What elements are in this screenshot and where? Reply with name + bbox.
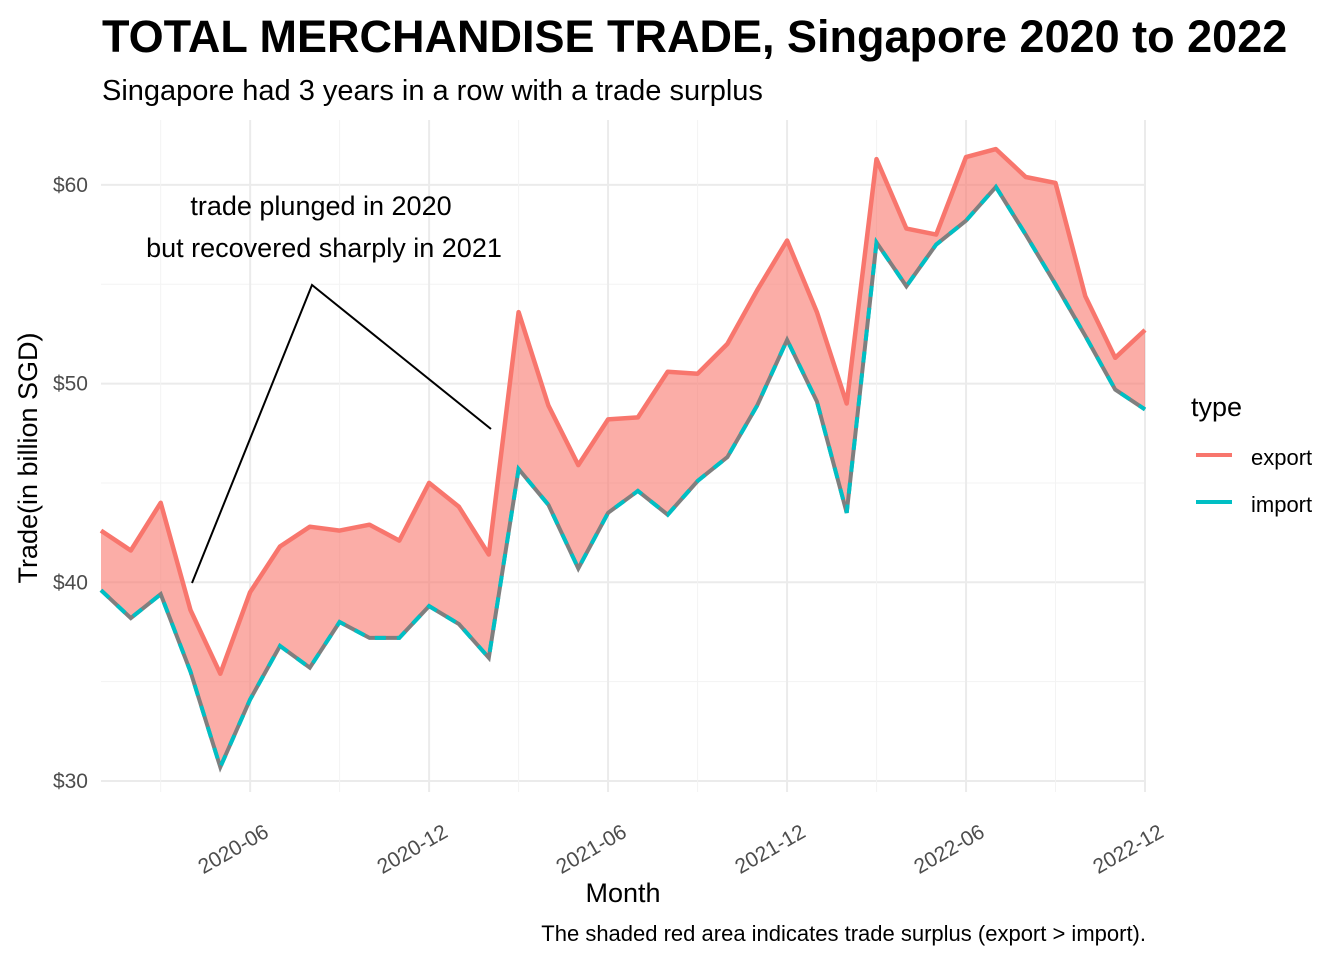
x-tick-label: 2022-12	[1089, 820, 1167, 878]
x-tick-label: 2021-06	[552, 820, 630, 878]
legend-title: type	[1191, 392, 1242, 422]
chart-caption: The shaded red area indicates trade surp…	[541, 921, 1146, 946]
y-tick-label: $50	[53, 373, 88, 396]
y-tick-label: $60	[53, 174, 88, 197]
x-tick-label: 2021-12	[731, 820, 809, 878]
y-tick-label: $40	[53, 571, 88, 594]
chart-title: TOTAL MERCHANDISE TRADE, Singapore 2020 …	[102, 11, 1287, 62]
legend-label-export: export	[1251, 445, 1312, 470]
y-axis-label: Trade(in billion SGD)	[13, 332, 43, 583]
x-axis-label: Month	[585, 878, 660, 908]
export-line	[99, 146, 1147, 676]
y-tick-label: $30	[53, 770, 88, 793]
x-tick-label: 2020-12	[373, 820, 451, 878]
chart-subtitle: Singapore had 3 years in a row with a tr…	[102, 75, 763, 107]
x-tick-label: 2022-06	[910, 820, 988, 878]
annotation-line-1: trade plunged in 2020	[190, 191, 451, 221]
x-tick-label: 2020-06	[194, 820, 272, 878]
surplus-area	[101, 149, 1145, 768]
annotation-line-2: but recovered sharply in 2021	[146, 233, 502, 263]
legend-item-import: import	[1196, 492, 1312, 517]
legend-item-export: export	[1196, 445, 1312, 470]
legend-label-import: import	[1251, 492, 1312, 517]
annotation-pointer	[191, 283, 492, 584]
import-line	[99, 183, 1147, 773]
